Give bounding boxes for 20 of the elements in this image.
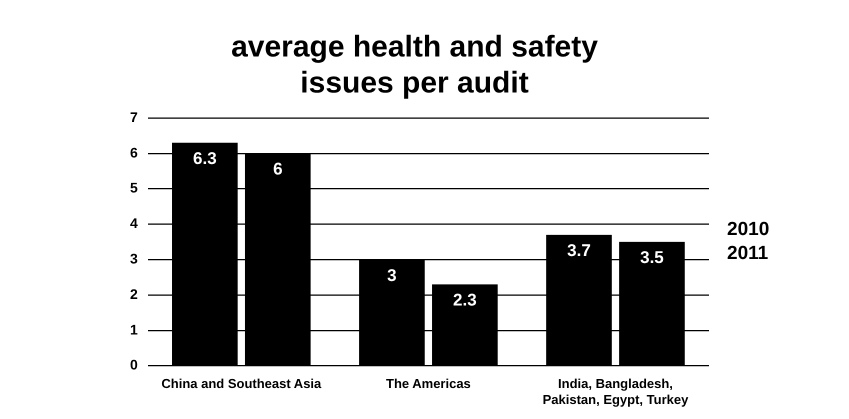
data-label: 3 [387, 266, 397, 285]
y-tick-label: 3 [130, 250, 138, 266]
y-tick-label: 7 [130, 108, 138, 125]
y-tick-label: 4 [130, 215, 138, 232]
x-tick-label: The Americas [386, 376, 471, 392]
y-tick-label: 5 [130, 180, 138, 196]
text: 2010 [727, 219, 770, 240]
data-label: 3.7 [567, 241, 591, 260]
data-label: 2.3 [453, 290, 477, 310]
x-tick-label: China and Southeast Asia [161, 376, 322, 392]
text: 2011 [727, 243, 769, 264]
y-tick-label: 0 [130, 356, 138, 373]
data-label: 3.5 [640, 248, 664, 268]
data-label: 6.3 [193, 148, 217, 168]
chart-title: average health and safety issues per audit [231, 30, 598, 100]
x-tick-label: India, Bangladesh, Pakistan, Egypt, Turkey [542, 376, 690, 407]
y-tick-label: 6 [130, 144, 138, 160]
data-label: 6 [273, 160, 283, 179]
y-tick-label: 2 [130, 286, 138, 302]
y-tick-label: 1 [130, 321, 138, 338]
